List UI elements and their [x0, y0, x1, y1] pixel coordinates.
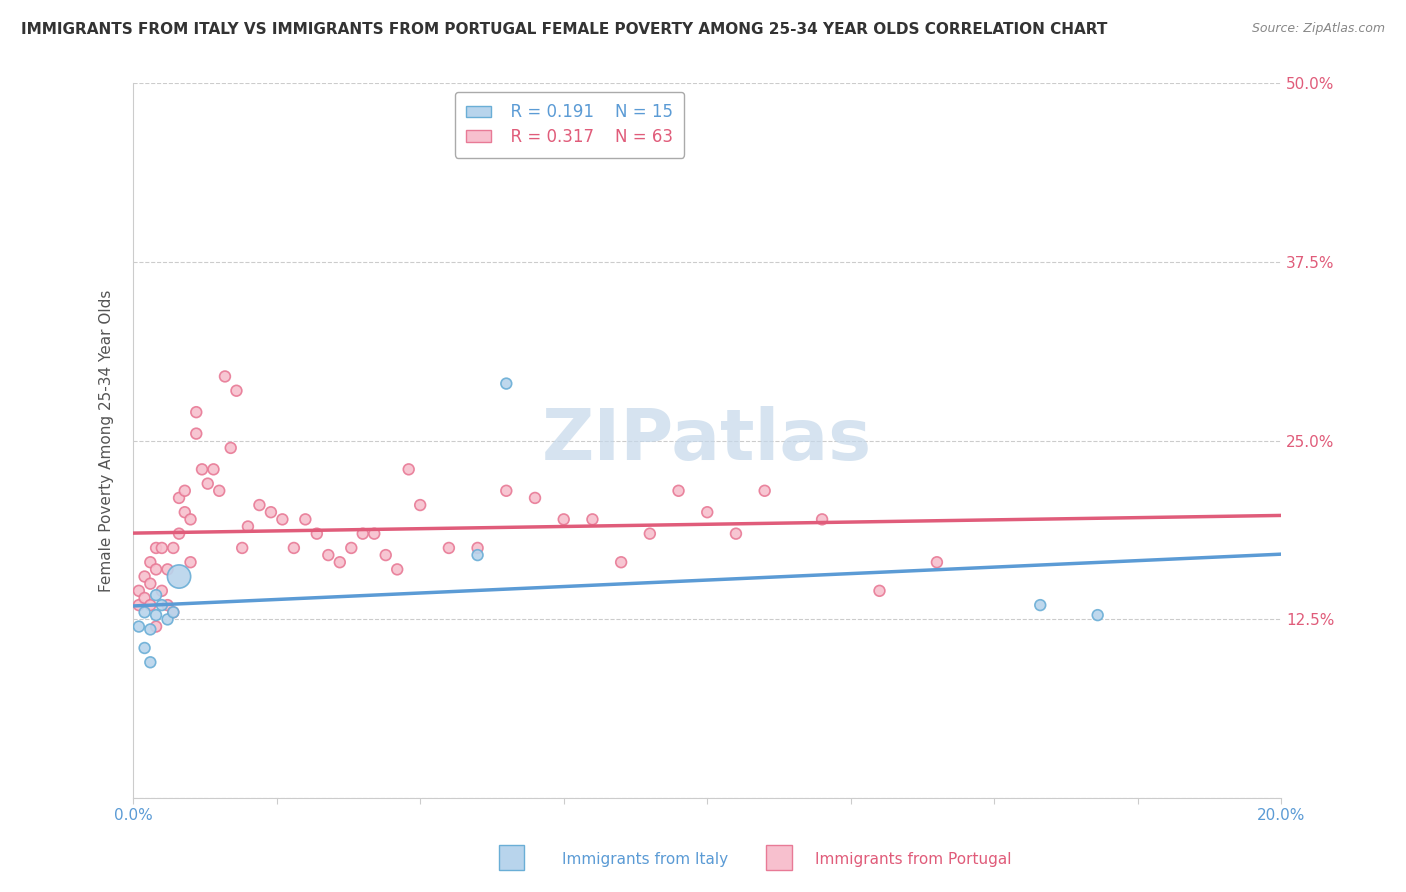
Point	[145, 541, 167, 555]
Point	[139, 655, 162, 669]
Point	[318, 548, 340, 562]
Point	[225, 384, 247, 398]
Point	[387, 562, 409, 576]
Point	[374, 548, 396, 562]
Point	[214, 369, 236, 384]
Point	[260, 505, 283, 519]
Point	[156, 598, 179, 612]
Point	[139, 623, 162, 637]
Point	[139, 576, 162, 591]
Point	[191, 462, 214, 476]
Point	[134, 591, 156, 605]
Point	[145, 608, 167, 623]
Point	[134, 569, 156, 583]
Point	[219, 441, 242, 455]
Point	[167, 569, 190, 583]
Point	[553, 512, 575, 526]
Point	[150, 583, 173, 598]
Point	[467, 548, 489, 562]
Point	[1087, 608, 1109, 623]
Point	[437, 541, 460, 555]
Point	[409, 498, 432, 512]
Point	[340, 541, 363, 555]
Point	[467, 541, 489, 555]
Point	[173, 505, 195, 519]
Point	[329, 555, 352, 569]
Point	[156, 562, 179, 576]
Point	[145, 619, 167, 633]
Point	[231, 541, 253, 555]
Point	[145, 588, 167, 602]
Point	[150, 541, 173, 555]
Text: Immigrants from Italy: Immigrants from Italy	[562, 852, 728, 867]
Point	[495, 483, 517, 498]
Point	[236, 519, 259, 533]
Point	[128, 598, 150, 612]
Point	[363, 526, 385, 541]
Point	[156, 612, 179, 626]
Point	[724, 526, 747, 541]
Point	[162, 541, 184, 555]
Point	[208, 483, 231, 498]
Point	[495, 376, 517, 391]
Point	[134, 640, 156, 655]
Point	[139, 598, 162, 612]
Point	[202, 462, 225, 476]
Point	[305, 526, 328, 541]
Point	[1029, 598, 1052, 612]
Point	[294, 512, 316, 526]
Y-axis label: Female Poverty Among 25-34 Year Olds: Female Poverty Among 25-34 Year Olds	[100, 290, 114, 592]
Point	[173, 483, 195, 498]
Point	[581, 512, 603, 526]
Point	[128, 583, 150, 598]
Point	[128, 619, 150, 633]
Point	[925, 555, 948, 569]
Point	[610, 555, 633, 569]
Point	[186, 426, 208, 441]
Point	[398, 462, 420, 476]
Point	[197, 476, 219, 491]
Point	[696, 505, 718, 519]
Point	[869, 583, 891, 598]
Text: Immigrants from Portugal: Immigrants from Portugal	[815, 852, 1012, 867]
Point	[186, 405, 208, 419]
Point	[180, 555, 202, 569]
Point	[139, 555, 162, 569]
Point	[352, 526, 374, 541]
Point	[754, 483, 776, 498]
Point	[145, 562, 167, 576]
Point	[249, 498, 271, 512]
Point	[524, 491, 547, 505]
Point	[150, 598, 173, 612]
Point	[811, 512, 834, 526]
Point	[167, 491, 190, 505]
Point	[283, 541, 305, 555]
Point	[167, 526, 190, 541]
Point	[134, 605, 156, 619]
Point	[638, 526, 661, 541]
Point	[180, 512, 202, 526]
Point	[162, 605, 184, 619]
Point	[271, 512, 294, 526]
Legend:   R = 0.191    N = 15,   R = 0.317    N = 63: R = 0.191 N = 15, R = 0.317 N = 63	[454, 92, 685, 158]
Text: Source: ZipAtlas.com: Source: ZipAtlas.com	[1251, 22, 1385, 36]
Text: IMMIGRANTS FROM ITALY VS IMMIGRANTS FROM PORTUGAL FEMALE POVERTY AMONG 25-34 YEA: IMMIGRANTS FROM ITALY VS IMMIGRANTS FROM…	[21, 22, 1108, 37]
Text: ZIPatlas: ZIPatlas	[543, 406, 872, 475]
Point	[668, 483, 690, 498]
Point	[162, 605, 184, 619]
